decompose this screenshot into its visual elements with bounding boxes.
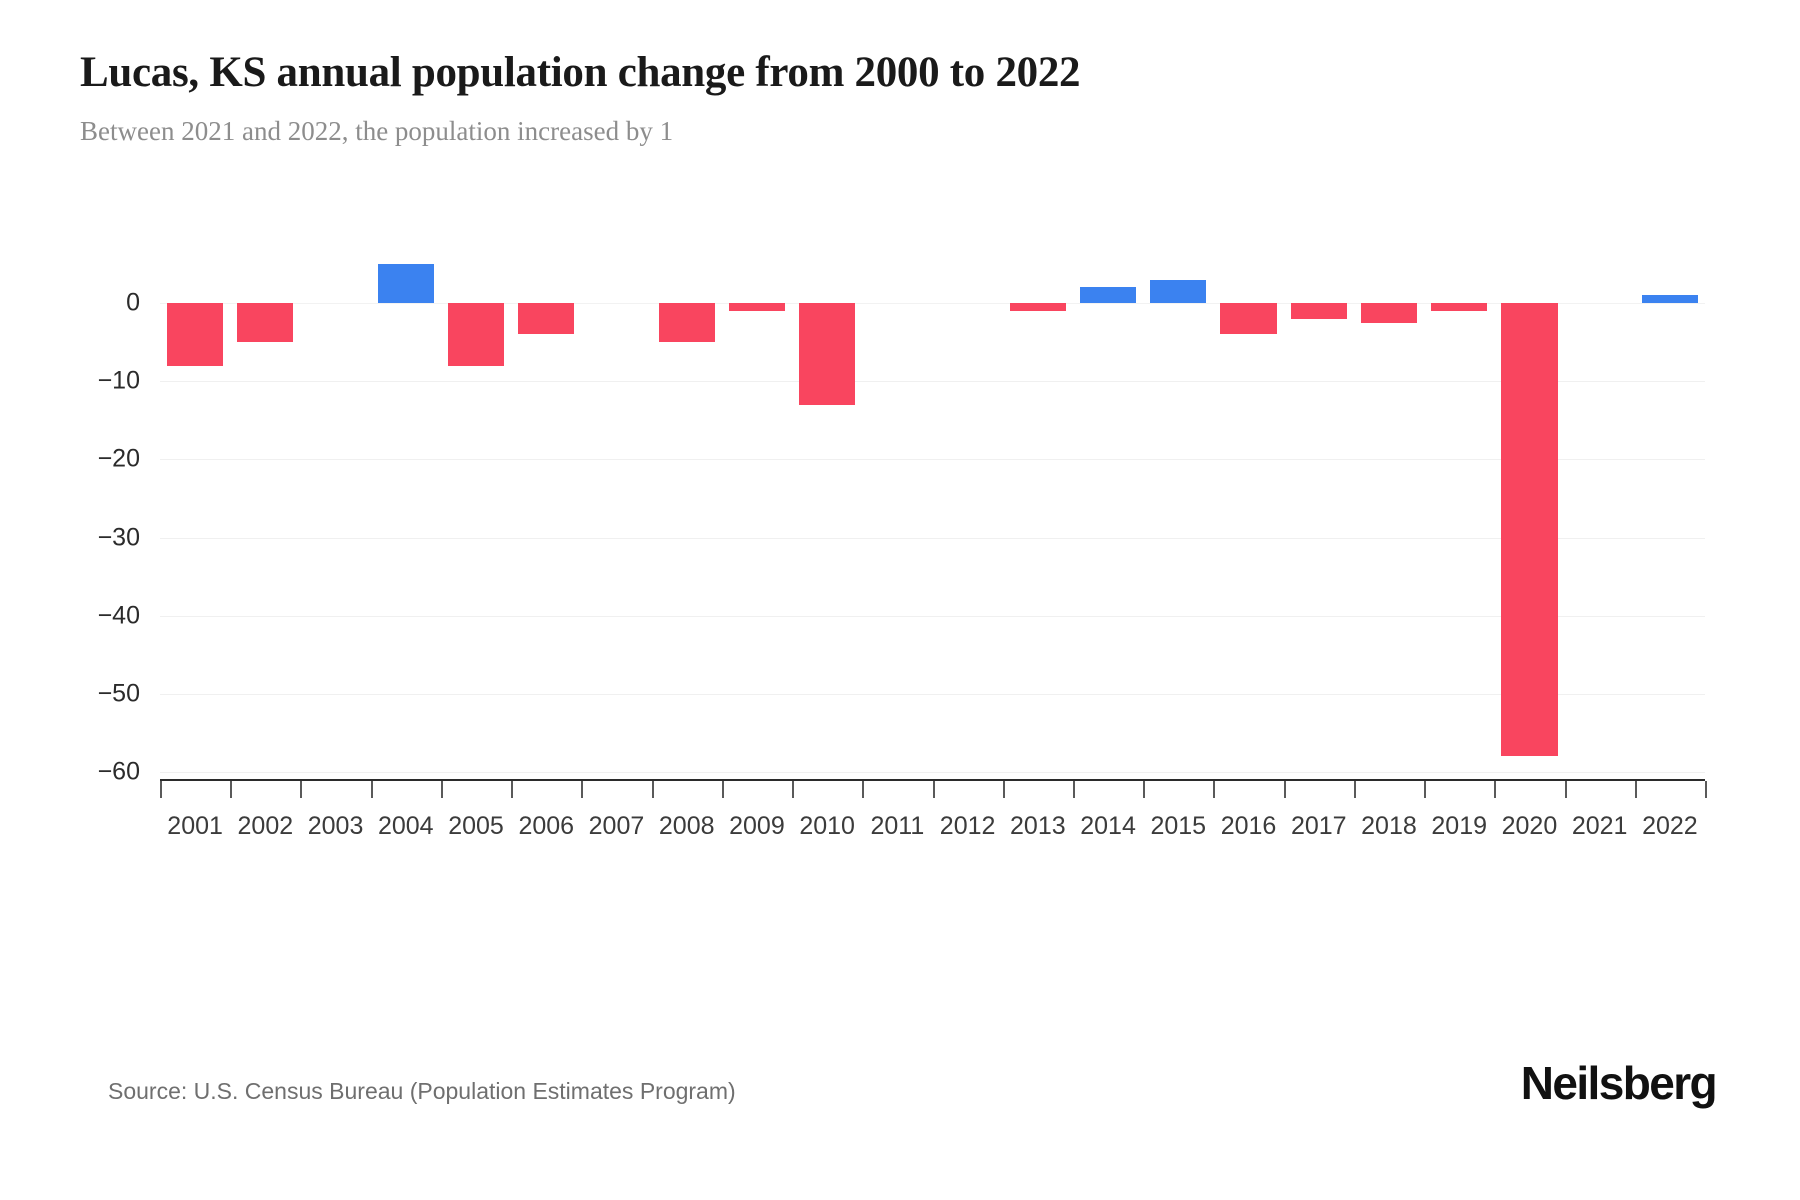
bar-2005[interactable]: [447, 303, 505, 366]
gridline: [160, 772, 1705, 773]
bar-2016[interactable]: [1220, 303, 1277, 335]
bar-2006[interactable]: [518, 303, 575, 335]
gridline: [160, 615, 1705, 617]
gridline: [160, 381, 1705, 383]
x-axis-tick-label-2001: 2001: [167, 812, 223, 840]
x-axis-tick: [862, 781, 865, 798]
x-axis-tick-label-2014: 2014: [1080, 812, 1136, 840]
x-axis-tick-label-2009: 2009: [729, 812, 785, 840]
y-axis-tick-label: −40: [97, 601, 140, 630]
gridline: [160, 537, 1705, 539]
x-axis-tick-label-2022: 2022: [1642, 812, 1698, 840]
bar-2009[interactable]: [728, 303, 785, 311]
brand-logo: Neilsberg: [1520, 1057, 1718, 1109]
x-axis-tick: [160, 781, 162, 798]
bar-2017[interactable]: [1290, 303, 1347, 319]
x-axis-tick: [1072, 781, 1075, 798]
x-axis-tick: [721, 781, 724, 798]
chart-header: Lucas, KS annual population change from …: [80, 48, 1580, 148]
bar-2008[interactable]: [658, 303, 715, 343]
x-axis-tick: [1494, 781, 1497, 798]
x-axis-tick-label-2006: 2006: [518, 812, 575, 840]
x-axis-tick: [230, 781, 233, 798]
x-axis-tick-label-2010: 2010: [799, 812, 855, 840]
x-axis-tick: [300, 781, 303, 798]
x-axis-tick-label-2021: 2021: [1571, 812, 1628, 840]
x-axis-tick-label-2012: 2012: [939, 812, 996, 840]
x-axis-tick: [511, 781, 514, 798]
bar-2004[interactable]: [377, 263, 434, 303]
source-note: Source: U.S. Census Bureau (Population E…: [108, 1078, 736, 1104]
x-axis-tick-label-2011: 2011: [870, 812, 925, 840]
x-axis-tick: [792, 781, 795, 798]
x-axis-tick-label-2018: 2018: [1361, 812, 1417, 840]
x-axis-tick-label-2019: 2019: [1431, 812, 1488, 840]
x-axis-tick: [1564, 781, 1567, 798]
bar-2022[interactable]: [1641, 295, 1698, 303]
x-axis-tick: [1634, 781, 1637, 798]
y-axis-tick-label: 0: [126, 288, 140, 317]
x-axis-tick: [932, 781, 935, 798]
bar-2019[interactable]: [1431, 303, 1488, 311]
x-axis-tick: [1283, 781, 1286, 798]
x-axis-tick: [370, 781, 373, 798]
y-axis-tick-label: −20: [97, 444, 140, 473]
x-axis-tick-label-2017: 2017: [1290, 812, 1347, 840]
x-axis-tick: [1143, 781, 1146, 798]
y-axis-tick-label: −10: [97, 366, 140, 395]
bar-2015[interactable]: [1150, 279, 1207, 303]
x-axis-tick: [1213, 781, 1216, 798]
x-axis-tick-label-2003: 2003: [307, 812, 364, 840]
x-axis-tick: [1353, 781, 1356, 798]
x-axis-tick-label-2015: 2015: [1150, 812, 1207, 840]
x-axis-tick: [651, 781, 654, 798]
x-axis-tick: [581, 781, 584, 798]
x-axis-tick: [440, 781, 443, 798]
y-axis-tick-label: −30: [97, 523, 140, 551]
gridline: [160, 459, 1705, 461]
x-axis-tick-label-2004: 2004: [377, 812, 434, 840]
gridline: [160, 693, 1705, 695]
x-axis-line: [160, 779, 1705, 781]
x-axis-tick-label-2007: 2007: [588, 812, 645, 840]
x-axis-tick: [1002, 781, 1005, 798]
bar-2001[interactable]: [167, 303, 224, 366]
x-axis-tick-label-2016: 2016: [1220, 812, 1277, 840]
bar-2014[interactable]: [1079, 287, 1137, 303]
y-axis-tick-label: −50: [97, 679, 140, 708]
x-axis-tick-label-2020: 2020: [1501, 812, 1558, 840]
bar-2002[interactable]: [237, 303, 294, 343]
y-axis-tick-label: −60: [97, 757, 140, 786]
x-axis-tick-label-2002: 2002: [237, 812, 294, 840]
x-axis-tick-label-2013: 2013: [1010, 812, 1066, 840]
chart-subtitle: Between 2021 and 2022, the population in…: [80, 116, 674, 147]
bar-2018[interactable]: [1360, 303, 1418, 323]
bar-2013[interactable]: [1009, 303, 1066, 311]
x-axis-tick: [1705, 781, 1707, 798]
bar-2010[interactable]: [799, 303, 856, 405]
x-axis-tick: [1424, 781, 1427, 798]
bar-2020[interactable]: [1501, 303, 1558, 757]
gridline: [160, 303, 1705, 304]
x-axis-tick-label-2005: 2005: [448, 812, 504, 840]
page-title: Lucas, KS annual population change from …: [80, 49, 1081, 96]
x-axis-tick-label-2008: 2008: [658, 812, 715, 840]
